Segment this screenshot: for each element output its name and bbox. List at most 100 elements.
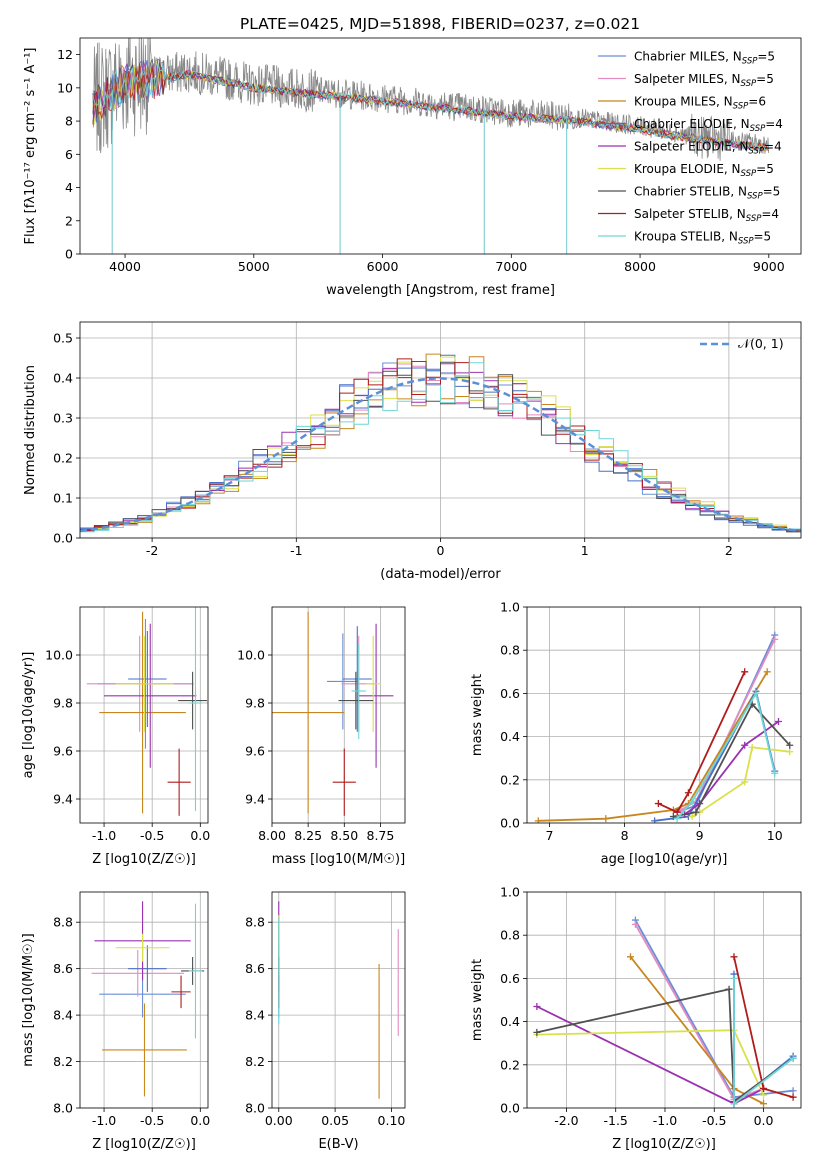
x-tick-label: 0.05 bbox=[321, 1113, 349, 1128]
y-tick-label: 1.0 bbox=[500, 600, 520, 615]
weight-point-marker bbox=[602, 815, 610, 823]
legend-nssp: =5 bbox=[757, 50, 775, 64]
legend-subscript: SSP bbox=[738, 237, 754, 247]
panel-mass_vs_Z: -1.0 -0.5 0.0 8.0 8.2 8.4 8.6 8.8 Z [log10(Z/Z☉)… bbox=[21, 891, 210, 1152]
x-tick-label: -2 bbox=[146, 543, 158, 558]
axes-frame bbox=[526, 606, 802, 824]
y-tick-label: 0.4 bbox=[500, 729, 520, 744]
weight-point-marker bbox=[684, 789, 692, 797]
legend-nssp: =6 bbox=[748, 95, 766, 109]
weight-point-marker bbox=[789, 1087, 797, 1095]
legend-entry: Salpeter MILES, NSSP=5 bbox=[634, 72, 774, 89]
weight-point-marker bbox=[651, 817, 659, 823]
legend-model-name: Kroupa STELIB, N bbox=[634, 230, 738, 244]
panel-residual_hist: -2 -1 0 1 2 0.0 0.1 0.2 0.3 0.4 0.5 (data-model)/er… bbox=[23, 321, 802, 582]
y-tick-label: 9.8 bbox=[245, 696, 265, 711]
y-tick-label: 10.0 bbox=[45, 648, 73, 663]
x-tick-label: -0.5 bbox=[140, 828, 164, 843]
y-axis-label: Flux [fλ10⁻¹⁷ erg cm⁻² s⁻¹ A⁻¹] bbox=[23, 48, 38, 245]
y-tick-label: 0.4 bbox=[53, 371, 73, 386]
y-tick-label: 6 bbox=[65, 147, 73, 162]
weight-point-marker bbox=[669, 813, 677, 821]
weight-point-marker bbox=[631, 920, 639, 928]
axes-frame bbox=[79, 321, 802, 539]
x-tick-label: 4000 bbox=[109, 259, 141, 274]
y-tick-label: 8.4 bbox=[245, 1008, 265, 1023]
axes-frame bbox=[79, 891, 209, 1109]
weight-point-marker bbox=[774, 717, 782, 725]
y-tick-label: 0.6 bbox=[500, 971, 520, 986]
weight-point-marker bbox=[673, 815, 681, 823]
x-axis-label: Z [log10(Z/Z☉)] bbox=[92, 852, 196, 867]
weight-point-marker bbox=[760, 1085, 768, 1093]
y-tick-label: 0.3 bbox=[53, 411, 73, 426]
weight-point-marker bbox=[789, 1093, 797, 1101]
y-tick-label: 10.0 bbox=[237, 648, 265, 663]
y-tick-label: 0.8 bbox=[500, 643, 520, 658]
x-tick-label: 9 bbox=[696, 828, 704, 843]
x-tick-label: 8 bbox=[621, 828, 629, 843]
x-axis-label: Z [log10(Z/Z☉)] bbox=[92, 1137, 196, 1152]
x-tick-label: -2.0 bbox=[554, 1113, 578, 1128]
plot-area bbox=[527, 607, 801, 823]
legend-model-name: Kroupa MILES, N bbox=[634, 95, 733, 109]
legend-entry: 𝒩(0, 1) bbox=[738, 336, 784, 351]
y-tick-label: 9.4 bbox=[53, 792, 73, 807]
x-tick-label: 0.0 bbox=[754, 1113, 774, 1128]
legend-nssp: =5 bbox=[756, 72, 774, 86]
weight-point-marker bbox=[771, 769, 779, 777]
legend-entry: Salpeter STELIB, NSSP=4 bbox=[634, 207, 779, 224]
y-tick-label: 12 bbox=[57, 47, 73, 62]
x-tick-label: -1.0 bbox=[653, 1113, 677, 1128]
legend-model-name: Kroupa ELODIE, N bbox=[634, 162, 741, 176]
legend-nssp: =5 bbox=[756, 162, 774, 176]
x-tick-label: 0.0 bbox=[190, 1113, 210, 1128]
weight-point-marker bbox=[752, 689, 760, 697]
x-tick-label: -1 bbox=[290, 543, 302, 558]
legend-model-name: Chabrier STELIB, N bbox=[634, 185, 747, 199]
y-tick-label: 9.6 bbox=[245, 744, 265, 759]
panel-weight_vs_age: 7 8 9 10 0.0 0.2 0.4 0.6 0.8 1.0 age [log10(age/yr… bbox=[470, 600, 802, 867]
y-tick-label: 0 bbox=[65, 247, 73, 262]
weight-point-marker bbox=[741, 778, 749, 786]
y-axis-label: Normed distribution bbox=[23, 365, 38, 495]
y-tick-label: 8.2 bbox=[53, 1054, 73, 1069]
y-axis-label: age [log10(age/yr)] bbox=[21, 652, 36, 779]
legend-model-name: Salpeter ELODIE, N bbox=[634, 140, 748, 154]
y-tick-label: 1.0 bbox=[500, 885, 520, 900]
panel-weight_vs_Z: -2.0 -1.5 -1.0 -0.5 0.0 0.0 0.2 0.4 0.6 0.8 1.0 Z [… bbox=[470, 885, 802, 1152]
plot-area bbox=[80, 322, 801, 538]
panel-mass_vs_ebv: 0.00 0.05 0.10 8.0 8.2 8.4 8.6 8.8 E(B-V) bbox=[245, 891, 405, 1152]
x-tick-label: -1.5 bbox=[604, 1113, 628, 1128]
y-tick-label: 0.0 bbox=[500, 816, 520, 831]
legend-model-name: Salpeter MILES, N bbox=[634, 72, 741, 86]
legend-nssp: =5 bbox=[763, 185, 781, 199]
weight-point-marker bbox=[760, 1091, 768, 1099]
weight-point-marker bbox=[730, 1100, 738, 1108]
plot-area bbox=[272, 892, 405, 1108]
x-tick-label: 8.00 bbox=[258, 828, 286, 843]
y-tick-label: 0.4 bbox=[500, 1014, 520, 1029]
model-spectrum bbox=[92, 63, 770, 151]
x-tick-label: 7000 bbox=[495, 259, 527, 274]
weight-point-marker bbox=[688, 813, 696, 821]
y-tick-label: 0.6 bbox=[500, 686, 520, 701]
y-tick-label: 8.0 bbox=[53, 1101, 73, 1116]
weight-point-marker bbox=[688, 797, 696, 805]
legend-entry: Chabrier STELIB, NSSP=5 bbox=[634, 185, 780, 202]
y-tick-label: 2 bbox=[65, 213, 73, 228]
y-tick-label: 0.2 bbox=[500, 772, 520, 787]
x-axis-label: E(B-V) bbox=[318, 1137, 358, 1152]
y-tick-label: 0.0 bbox=[53, 531, 73, 546]
x-axis-label: age [log10(age/yr)] bbox=[601, 852, 728, 867]
axes-frame bbox=[79, 606, 209, 824]
x-tick-label: 8000 bbox=[624, 259, 656, 274]
y-tick-label: 0.0 bbox=[500, 1101, 520, 1116]
y-axis-label: mass weight bbox=[470, 959, 485, 1041]
x-tick-label: -0.5 bbox=[702, 1113, 726, 1128]
weight-point-marker bbox=[763, 668, 771, 676]
weight-point-marker bbox=[760, 1100, 768, 1108]
x-tick-label: 0 bbox=[437, 543, 445, 558]
x-axis-label: (data-model)/error bbox=[380, 567, 501, 582]
